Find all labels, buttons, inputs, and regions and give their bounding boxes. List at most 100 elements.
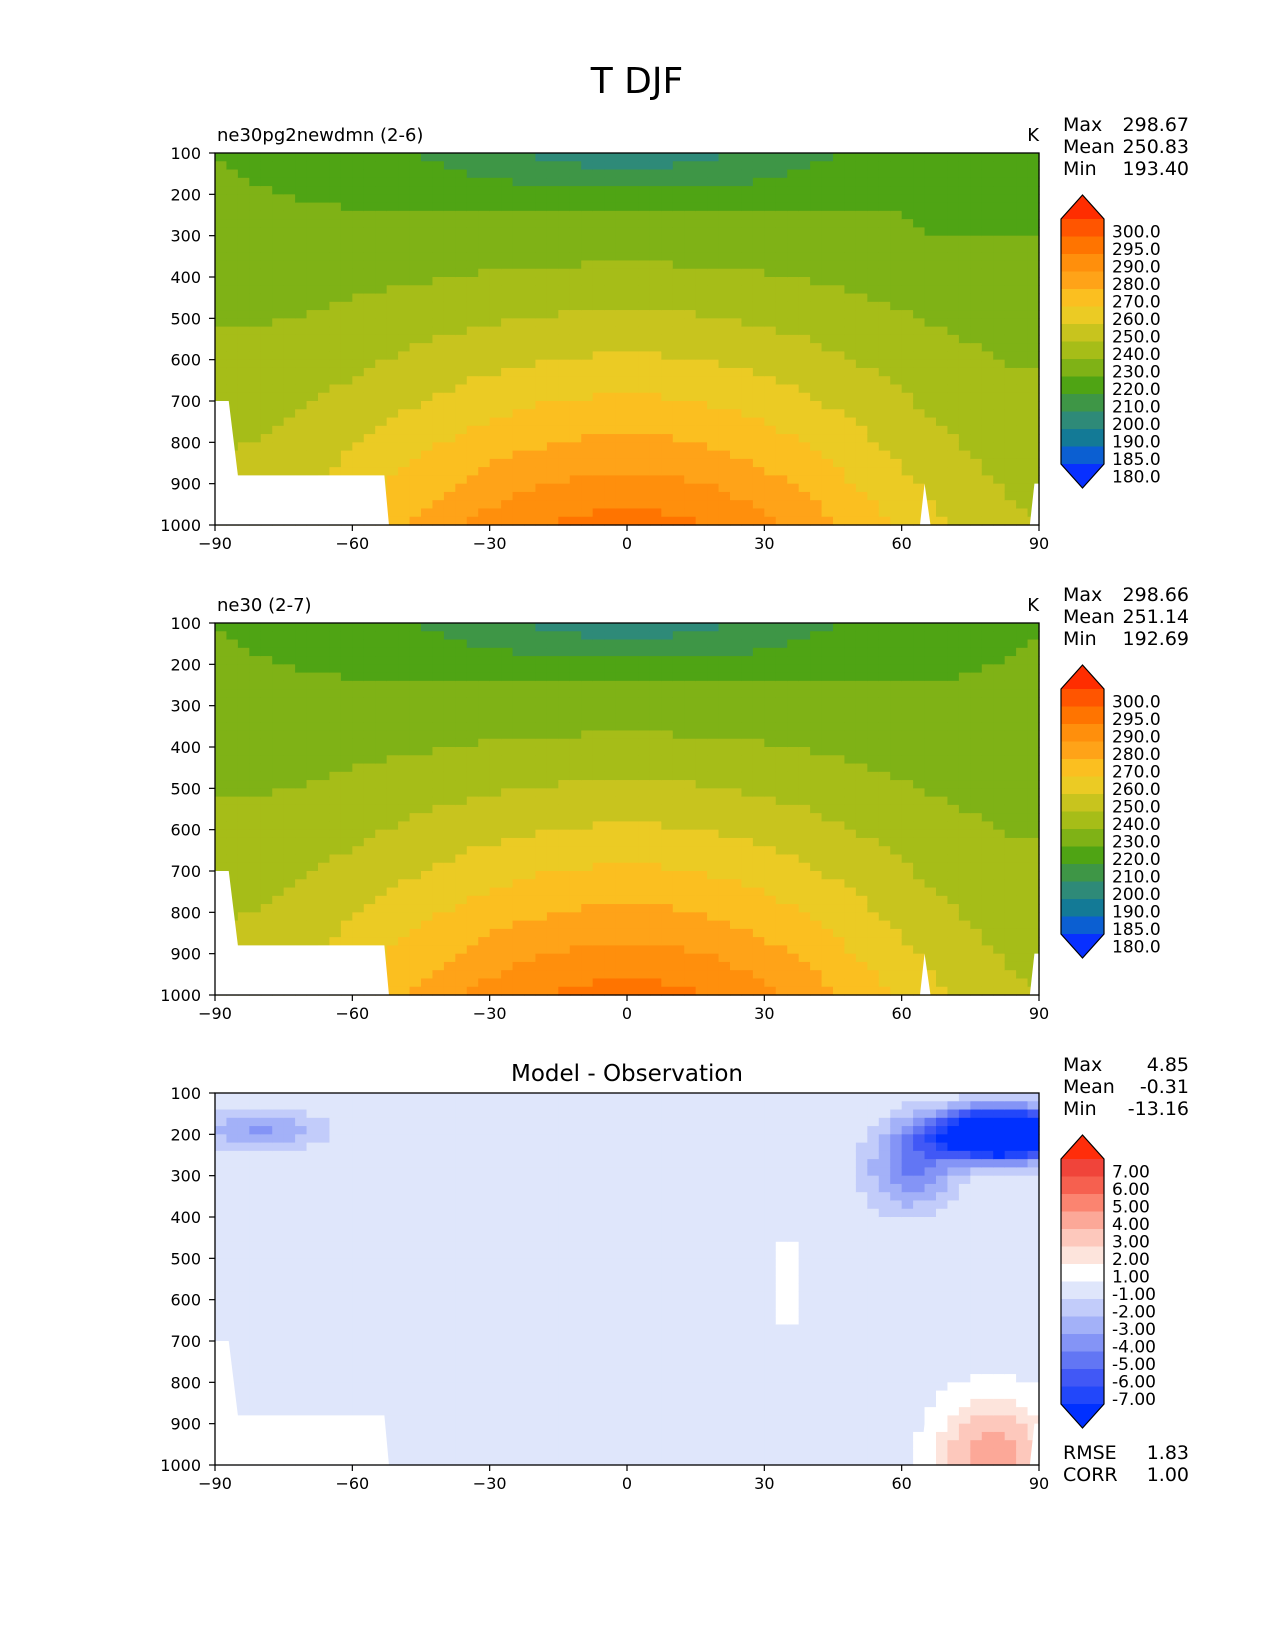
- contour-cell: [398, 516, 411, 526]
- contour-cell: [855, 177, 868, 187]
- contour-cell: [558, 879, 571, 889]
- contour-cell: [501, 912, 514, 922]
- contour-cell: [489, 970, 502, 980]
- contour-cell: [272, 409, 285, 419]
- contour-cell: [226, 631, 239, 641]
- contour-cell: [352, 409, 365, 419]
- contour-cell: [867, 467, 880, 476]
- contour-cell: [272, 821, 285, 831]
- contour-cell: [627, 986, 640, 996]
- contour-cell: [913, 467, 926, 476]
- contour-cell: [787, 401, 800, 410]
- contour-cell: [363, 202, 376, 212]
- contour-cell: [398, 210, 411, 220]
- contour-cell: [913, 285, 926, 295]
- contour-cell: [237, 334, 250, 344]
- contour-cell: [993, 491, 1006, 501]
- contour-cell: [524, 169, 537, 179]
- contour-cell: [581, 161, 594, 171]
- contour-cell: [787, 326, 800, 336]
- contour-cell: [672, 277, 685, 286]
- contour-cell: [443, 871, 456, 880]
- contour-cell: [466, 285, 479, 295]
- contour-cell: [718, 508, 731, 518]
- contour-cell: [386, 417, 399, 427]
- contour-cell: [386, 425, 399, 435]
- colorbar-extend-low: [1061, 464, 1104, 488]
- contour-cell: [409, 887, 422, 897]
- contour-cell: [432, 631, 445, 641]
- contour-cell: [581, 210, 594, 220]
- contour-cell: [283, 467, 296, 476]
- contour-cell: [249, 392, 262, 402]
- contour-cell: [466, 986, 479, 996]
- contour-cell: [249, 442, 262, 452]
- contour-cell: [318, 235, 331, 245]
- contour-cell: [981, 169, 994, 179]
- contour-cell: [375, 467, 388, 476]
- contour-cell: [501, 351, 514, 361]
- contour-cell: [787, 467, 800, 476]
- contour-cell: [581, 738, 594, 748]
- contour-cell: [604, 895, 617, 905]
- colorbar-swatch: [1061, 394, 1104, 412]
- contour-cell: [558, 937, 571, 946]
- contour-cell: [249, 920, 262, 930]
- contour-cell: [844, 260, 857, 270]
- contour-cell: [363, 680, 376, 690]
- contour-cell: [604, 334, 617, 344]
- contour-cell: [260, 672, 273, 682]
- contour-cell: [775, 194, 788, 204]
- contour-cell: [615, 442, 628, 452]
- contour-cell: [947, 500, 960, 510]
- contour-cell: [272, 442, 285, 452]
- contour-cell: [844, 401, 857, 410]
- contour-cell: [260, 771, 273, 781]
- contour-cell: [1027, 425, 1040, 435]
- contour-cell: [592, 763, 605, 773]
- contour-cell: [592, 153, 605, 162]
- contour-cell: [466, 401, 479, 410]
- contour-cell: [672, 491, 685, 501]
- contour-cell: [855, 243, 868, 253]
- contour-cell: [386, 384, 399, 394]
- contour-cell: [1016, 252, 1029, 262]
- contour-cell: [638, 177, 651, 187]
- contour-cell: [546, 376, 559, 386]
- contour-cell: [798, 194, 811, 204]
- contour-cell: [249, 647, 262, 657]
- contour-cell: [901, 186, 914, 195]
- contour-cell: [398, 813, 411, 822]
- contour-cell: [226, 705, 239, 715]
- contour-cell: [421, 738, 434, 748]
- contour-cell: [936, 235, 949, 245]
- contour-cell: [981, 417, 994, 427]
- contour-cell: [295, 351, 308, 361]
- contour-cell: [524, 771, 537, 781]
- contour-cell: [901, 310, 914, 319]
- contour-cell: [718, 260, 731, 270]
- contour-cell: [260, 623, 273, 632]
- contour-cell: [295, 334, 308, 344]
- contour-cell: [810, 161, 823, 171]
- contour-cell: [764, 293, 777, 303]
- contour-cell: [855, 442, 868, 452]
- contour-cell: [386, 334, 399, 344]
- contour-cell: [546, 417, 559, 427]
- contour-cell: [890, 153, 903, 162]
- contour-cell: [249, 904, 262, 913]
- contour-cell: [421, 986, 434, 996]
- contour-cell: [329, 755, 342, 765]
- contour-cell: [524, 409, 537, 419]
- contour-cell: [466, 928, 479, 938]
- contour-cell: [855, 326, 868, 336]
- contour-cell: [318, 780, 331, 789]
- contour-cell: [661, 508, 674, 518]
- contour-cell: [478, 491, 491, 501]
- contour-cell: [466, 326, 479, 336]
- contour-cell: [352, 235, 365, 245]
- contour-cell: [981, 334, 994, 344]
- contour-cell: [958, 177, 971, 187]
- contour-cell: [913, 442, 926, 452]
- contour-cell: [398, 763, 411, 773]
